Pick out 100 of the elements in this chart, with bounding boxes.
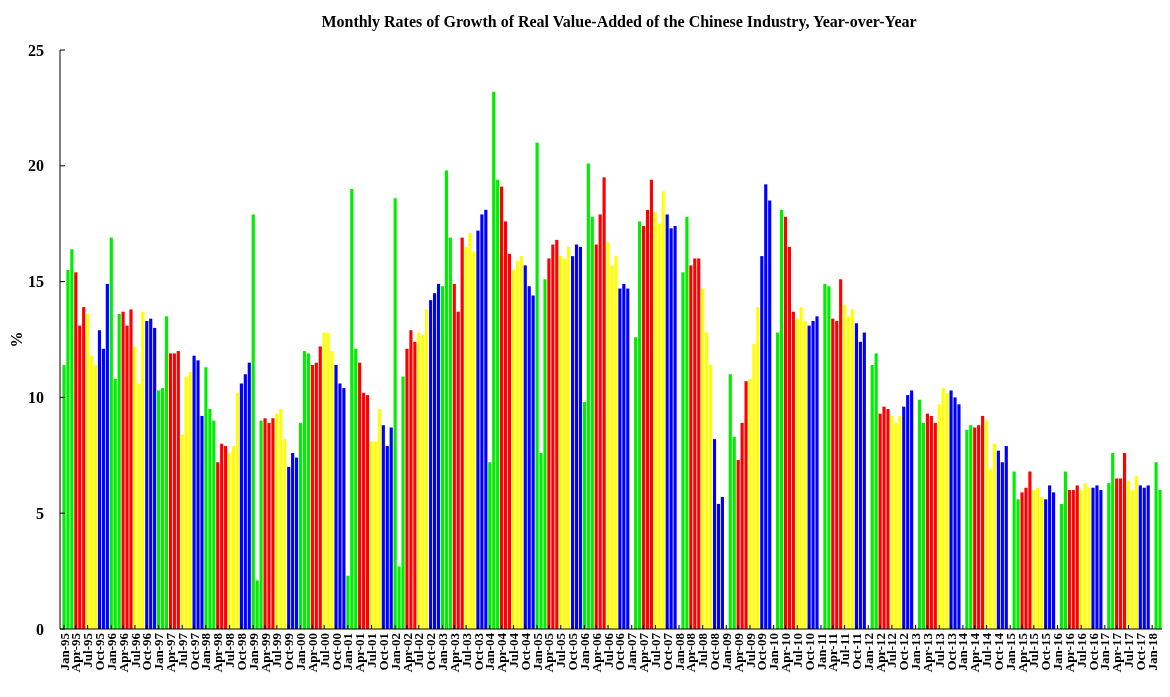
bar xyxy=(1075,485,1079,629)
bar xyxy=(1111,452,1115,629)
bar xyxy=(586,163,590,629)
bar xyxy=(578,246,583,629)
bar xyxy=(1154,462,1158,629)
bar xyxy=(929,415,933,629)
bar xyxy=(452,283,456,629)
bar xyxy=(606,242,610,629)
bar xyxy=(279,408,283,629)
bar xyxy=(685,216,689,629)
bar xyxy=(86,314,90,629)
bar xyxy=(176,351,180,629)
bar xyxy=(965,429,969,629)
bar xyxy=(322,332,326,629)
bar xyxy=(342,388,346,629)
bar xyxy=(1138,485,1142,629)
bar xyxy=(941,388,945,629)
bar xyxy=(145,320,149,629)
bar xyxy=(444,170,448,629)
bar xyxy=(665,214,669,629)
y-tick-label: 25 xyxy=(28,41,44,59)
bar xyxy=(854,323,859,629)
y-axis-title: % xyxy=(8,331,25,348)
bar xyxy=(862,332,866,629)
bar xyxy=(843,304,847,629)
bar xyxy=(393,198,397,629)
bar xyxy=(1032,490,1036,629)
bar xyxy=(693,258,697,629)
bar xyxy=(105,283,109,629)
bar xyxy=(744,381,748,629)
bar xyxy=(543,279,547,629)
bar xyxy=(220,443,224,629)
bar xyxy=(141,311,145,629)
bar xyxy=(649,179,653,629)
y-tick-label: 10 xyxy=(28,389,44,406)
bar xyxy=(184,376,188,629)
bar xyxy=(235,392,240,629)
bar xyxy=(712,439,717,629)
bar xyxy=(653,212,657,629)
bar xyxy=(697,258,701,629)
bar xyxy=(172,353,176,629)
bar xyxy=(417,332,421,629)
bar xyxy=(555,239,559,629)
bar xyxy=(117,314,121,629)
bar xyxy=(807,325,811,629)
bar xyxy=(618,288,622,629)
bar xyxy=(1095,485,1099,629)
bar xyxy=(149,318,153,629)
bar xyxy=(519,256,523,629)
y-tick-label: 20 xyxy=(28,157,44,175)
bar xyxy=(164,316,169,629)
bar xyxy=(917,399,922,629)
bar xyxy=(799,307,803,629)
bar xyxy=(480,214,484,629)
bar xyxy=(984,420,989,629)
bar xyxy=(945,392,949,629)
y-tick-label: 15 xyxy=(28,273,44,291)
chart-title: Monthly Rates of Growth of Real Value-Added of the Chinese Industry, Year-over-Year xyxy=(321,13,917,31)
bar xyxy=(70,249,74,629)
bar xyxy=(381,425,385,629)
bar xyxy=(358,362,362,629)
bar xyxy=(831,318,835,629)
bar xyxy=(188,371,192,629)
bar xyxy=(701,288,705,629)
bar xyxy=(302,351,307,629)
bar xyxy=(728,374,732,629)
bar xyxy=(949,390,953,629)
bar xyxy=(981,415,985,629)
bar xyxy=(306,353,310,629)
bar xyxy=(74,272,78,629)
bar xyxy=(401,376,405,629)
bar xyxy=(996,450,1000,629)
y-tick-label: 0 xyxy=(36,620,44,638)
bar xyxy=(614,256,618,629)
bar xyxy=(1036,487,1040,629)
bar xyxy=(271,418,275,629)
bar xyxy=(196,360,200,629)
bar xyxy=(121,311,125,629)
bar xyxy=(574,244,579,629)
bar xyxy=(969,425,973,629)
bar xyxy=(133,346,137,629)
bar xyxy=(886,408,890,629)
bar xyxy=(492,91,496,629)
bar xyxy=(1134,476,1138,629)
bar xyxy=(1012,471,1016,629)
bar xyxy=(168,353,172,629)
bar xyxy=(823,283,827,629)
bar xyxy=(827,286,831,629)
bar xyxy=(1083,483,1087,629)
bar xyxy=(157,390,161,629)
bar xyxy=(192,355,196,629)
bar xyxy=(850,309,855,629)
bar xyxy=(551,244,555,629)
bar xyxy=(622,283,626,629)
bar xyxy=(1067,490,1071,629)
bar xyxy=(263,418,267,629)
bar xyxy=(365,395,370,629)
bar xyxy=(334,364,338,629)
bar xyxy=(409,330,413,629)
bar xyxy=(1126,480,1131,629)
